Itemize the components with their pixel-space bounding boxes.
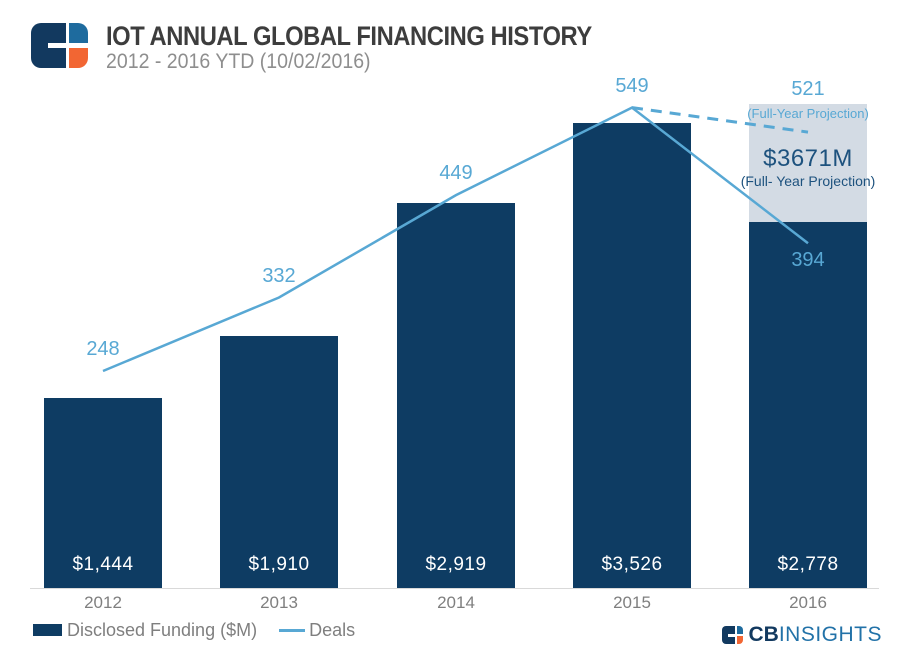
deals-value-2016: 394 (791, 249, 825, 272)
funding-value-2012: $1,444 (72, 554, 134, 575)
deals-legend-swatch (279, 628, 306, 632)
cbinsights-logo-icon (31, 23, 88, 68)
funding-projection-note: (Full- Year Projection) (740, 173, 876, 189)
x-axis-label-2013: 2013 (260, 593, 298, 612)
logo-orange-square (736, 636, 744, 644)
funding-value-2013: $1,910 (248, 554, 310, 575)
legend: Disclosed Funding ($M) Deals (33, 617, 355, 643)
page-title: IOT ANNUAL GLOBAL FINANCING HISTORY (106, 21, 592, 51)
logo-orange-square (69, 48, 88, 68)
footer-brand: CB INSIGHTS (722, 623, 882, 647)
logo-blue-square (736, 626, 744, 634)
logo-notch (728, 633, 736, 637)
funding-bar-2012 (44, 398, 162, 588)
deals-legend-label: Deals (309, 619, 356, 640)
x-axis-line (30, 588, 879, 589)
logo-notch (48, 43, 66, 48)
deals-projection-value: 521 (791, 78, 825, 100)
footer-brand-insights: INSIGHTS (778, 623, 882, 646)
funding-bar-2013 (220, 336, 338, 588)
deals-value-2015: 549 (615, 74, 649, 97)
logo-blue-square (69, 23, 88, 43)
x-axis-label-2015: 2015 (613, 593, 651, 612)
footer-brand-cb: CB (748, 623, 779, 646)
funding-legend-label: Disclosed Funding ($M) (67, 619, 258, 640)
x-axis-label-2014: 2014 (437, 593, 475, 612)
deals-projection-note: (Full-Year Projection) (747, 106, 869, 121)
cbinsights-footer-logo-icon (722, 626, 744, 644)
x-axis-label-2016: 2016 (789, 593, 827, 612)
funding-value-2014: $2,919 (425, 554, 487, 575)
funding-bar-2014 (397, 203, 515, 588)
x-axis-label-2012: 2012 (84, 593, 122, 612)
page-subtitle: 2012 - 2016 YTD (10/02/2016) (106, 50, 371, 73)
funding-legend-swatch (33, 624, 62, 636)
funding-bar-2016 (749, 222, 867, 588)
funding-bar-2015 (573, 123, 691, 588)
deals-value-2013: 332 (262, 264, 296, 287)
funding-projection-value: $3671M (763, 145, 853, 172)
funding-value-2015: $3,526 (601, 554, 663, 575)
deals-value-2014: 449 (439, 162, 473, 185)
deals-value-2012: 248 (86, 338, 120, 360)
funding-value-2016: $2,778 (777, 554, 839, 575)
